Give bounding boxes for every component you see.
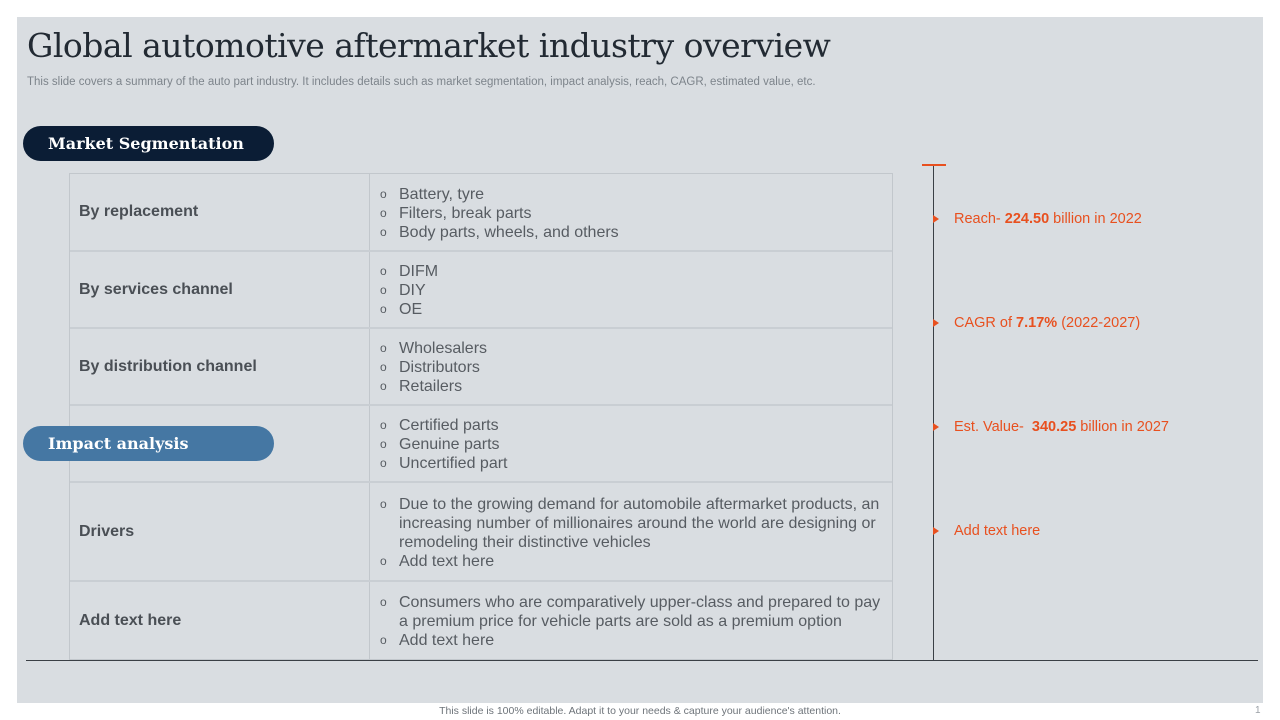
bullet-icon: o xyxy=(380,496,387,511)
market-segmentation-pill: Market Segmentation xyxy=(23,126,274,161)
bullet-icon: o xyxy=(380,302,387,316)
bullet-icon: o xyxy=(380,633,387,647)
list-item: o Consumers who are comparatively upper-c… xyxy=(380,594,881,630)
list-item: o Filters, break parts xyxy=(380,204,532,222)
bullet-icon: o xyxy=(380,379,387,393)
bullet-icon: o xyxy=(380,224,387,239)
bullet-icon: o xyxy=(380,341,387,355)
bullet-icon: o xyxy=(380,205,387,220)
list-item: o Certified parts xyxy=(380,417,499,434)
stat-add-text: Add text here xyxy=(933,523,1040,539)
row-items: o DIFM o DIY o OE xyxy=(370,252,892,327)
list-item: o Add text here xyxy=(380,632,495,649)
stat-cagr: CAGR of 7.17% (2022-2027) xyxy=(933,315,1140,331)
stat-reach: Reach- 224.50 billion in 2022 xyxy=(933,211,1142,227)
bullet-icon: o xyxy=(380,186,387,201)
page-subtitle: This slide covers a summary of the auto … xyxy=(27,76,816,88)
list-item: o Retailers xyxy=(380,378,463,395)
table-row: By services channel o DIFM o DIY o OE xyxy=(70,252,892,329)
arrow-right-icon xyxy=(933,319,939,327)
row-items: o Battery, tyre o Filters, break parts o Bo… xyxy=(370,174,892,250)
page-title: Global automotive aftermarket industry o… xyxy=(27,26,831,65)
list-item: o Distributors xyxy=(380,359,480,376)
footer-note: This slide is 100% editable. Adapt it to… xyxy=(439,705,841,717)
arrow-right-icon xyxy=(933,527,939,535)
table-row: By distribution channel o Wholesalers o Di… xyxy=(70,329,892,406)
arrow-right-icon xyxy=(933,423,939,431)
bullet-icon: o xyxy=(380,283,387,297)
stat-est-value: Est. Value- 340.25 billion in 2027 xyxy=(933,419,1169,435)
list-item: o Uncertified part xyxy=(380,455,508,472)
list-item: o OE xyxy=(380,301,423,318)
list-item: o DIY xyxy=(380,282,426,299)
impact-analysis-pill: Impact analysis xyxy=(23,426,274,461)
bullet-icon: o xyxy=(380,360,387,374)
bullet-icon: o xyxy=(380,418,387,432)
table-row: o Certified parts o Genuine parts o Uncerti… xyxy=(70,406,892,483)
list-item: o DIFM xyxy=(380,263,439,280)
bullet-icon: o xyxy=(380,456,387,470)
table-row: By replacement o Battery, tyre o Filters, … xyxy=(70,174,892,252)
row-label: By services channel xyxy=(70,252,370,327)
timeline-cap xyxy=(922,164,946,166)
table-row: Add text here o Consumers who are compara… xyxy=(70,582,892,659)
bullet-icon: o xyxy=(380,595,387,609)
row-label xyxy=(70,406,370,481)
arrow-right-icon xyxy=(933,215,939,223)
row-label: By replacement xyxy=(70,174,370,250)
list-item: o Battery, tyre xyxy=(380,185,485,203)
bullet-icon: o xyxy=(380,553,387,568)
list-item: o Add text here xyxy=(380,552,495,570)
bottom-divider xyxy=(26,660,1258,661)
row-label: Add text here xyxy=(70,582,370,659)
list-item: o Genuine parts xyxy=(380,436,500,453)
table-row: Drivers o Due to the growing demand for a… xyxy=(70,483,892,582)
timeline-line xyxy=(933,164,934,661)
row-items: o Consumers who are comparatively upper-c… xyxy=(370,582,892,659)
bullet-icon: o xyxy=(380,264,387,278)
row-label: Drivers xyxy=(70,483,370,580)
page-number: 1 xyxy=(1255,705,1261,716)
row-label: By distribution channel xyxy=(70,329,370,404)
row-items: o Wholesalers o Distributors o Retailers xyxy=(370,329,892,404)
overview-table: By replacement o Battery, tyre o Filters, … xyxy=(69,173,893,660)
row-items: o Certified parts o Genuine parts o Uncerti… xyxy=(370,406,892,481)
list-item: o Wholesalers xyxy=(380,340,488,357)
list-item: o Due to the growing demand for automobil… xyxy=(380,495,880,551)
list-item: o Body parts, wheels, and others xyxy=(380,223,619,241)
bullet-icon: o xyxy=(380,437,387,451)
row-items: o Due to the growing demand for automobil… xyxy=(370,483,892,580)
